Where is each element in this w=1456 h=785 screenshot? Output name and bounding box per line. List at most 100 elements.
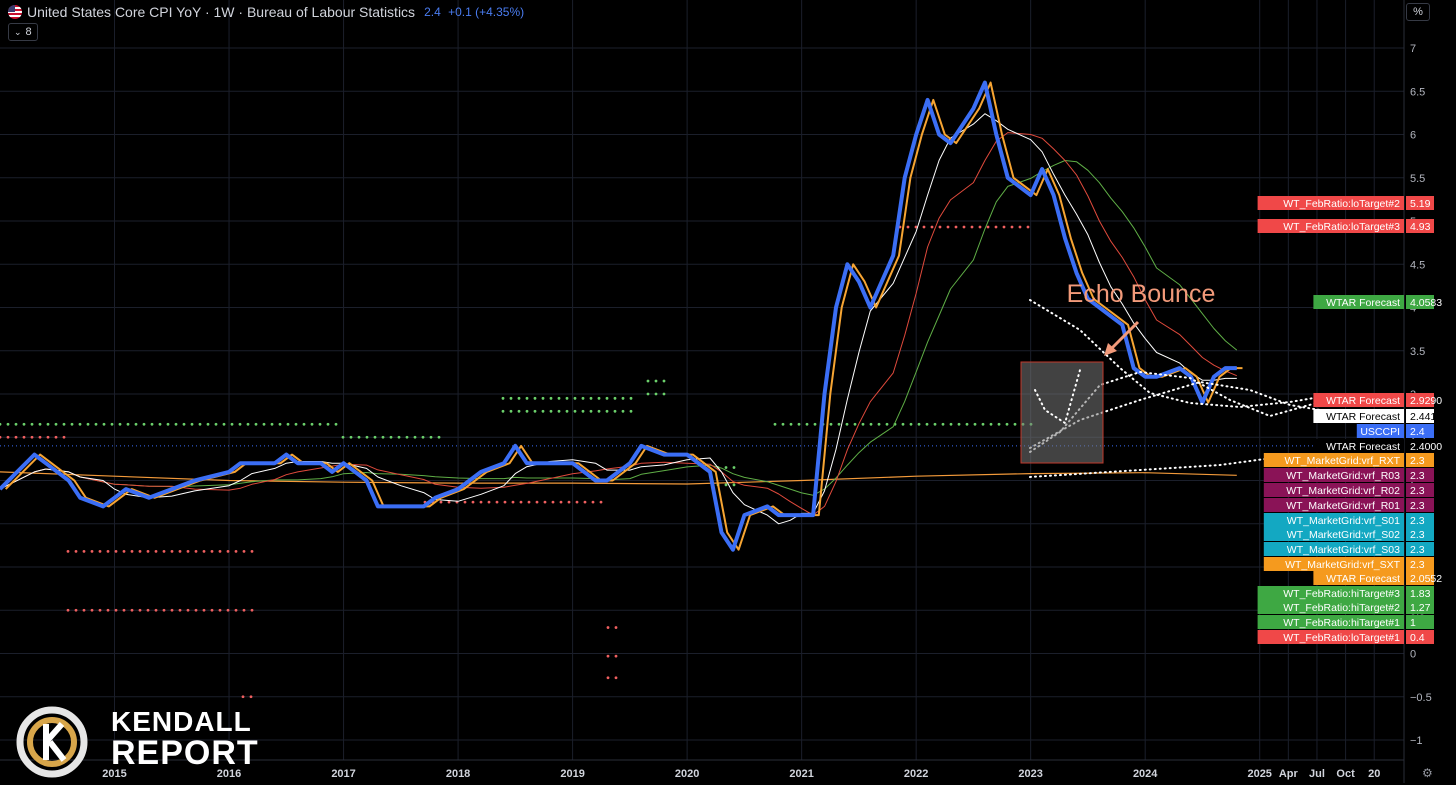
- price-label-value-bg: [1406, 439, 1434, 453]
- level-dot: [210, 550, 214, 553]
- forecast-path: [1029, 380, 1321, 449]
- price-label-value-bg: [1406, 453, 1434, 467]
- level-dot: [829, 422, 833, 426]
- price-label-name: WT_FebRatio:loTarget#3: [1283, 221, 1400, 233]
- level-dot: [501, 409, 505, 413]
- price-label-name-bg: [1263, 468, 1404, 482]
- price-label-value-bg: [1406, 615, 1434, 629]
- price-label-value-bg: [1406, 219, 1434, 233]
- level-dot: [487, 500, 491, 504]
- level-dot: [318, 422, 322, 426]
- price-label-name-bg: [1263, 498, 1404, 512]
- level-dot: [917, 422, 921, 426]
- level-dot: [509, 396, 513, 400]
- price-label-name-bg: [1257, 615, 1404, 629]
- price-label-value-bg: [1406, 527, 1434, 541]
- price-label-name-bg: [1313, 409, 1404, 423]
- gear-icon[interactable]: ⚙: [1422, 766, 1433, 780]
- level-dot: [0, 435, 2, 439]
- y-tick-label: 6: [1410, 130, 1416, 142]
- level-dot: [613, 409, 617, 413]
- price-label-value: 1.27: [1410, 602, 1431, 614]
- price-label-value-bg: [1406, 513, 1434, 527]
- level-dot: [654, 379, 658, 383]
- level-dot: [511, 500, 515, 504]
- level-dot: [869, 422, 873, 426]
- level-dot: [94, 422, 98, 426]
- red-dot-level: [898, 225, 1030, 229]
- price-label: WT_MarketGrid:vrf_RXT 2.3: [1263, 453, 1434, 467]
- price-label-name-bg: [1257, 586, 1404, 600]
- ma-fast-line: [0, 113, 1237, 525]
- level-dot: [551, 500, 555, 504]
- level-dot: [557, 409, 561, 413]
- price-label-value-bg: [1406, 196, 1434, 210]
- level-dot: [479, 500, 483, 504]
- price-label: WT_FebRatio:hiTarget#2 1.27: [1257, 600, 1434, 614]
- level-dot: [724, 483, 728, 487]
- level-dot: [38, 422, 42, 426]
- level-dot: [82, 550, 86, 553]
- level-dot: [202, 608, 206, 612]
- level-dot: [557, 396, 561, 400]
- level-dot: [994, 225, 998, 229]
- price-label: WT_MarketGrid:vrf_R03 2.3: [1263, 468, 1434, 482]
- level-dot: [629, 409, 633, 413]
- price-label-value-bg: [1406, 542, 1434, 556]
- level-dot: [541, 409, 545, 413]
- price-label-name: WTAR Forecast: [1326, 297, 1400, 309]
- level-dot: [503, 500, 507, 504]
- price-label-name: WT_MarketGrid:vrf_S02: [1287, 529, 1400, 541]
- level-dot: [797, 422, 801, 426]
- y-tick-label: 6.5: [1410, 86, 1425, 98]
- level-dot: [186, 550, 190, 553]
- level-dot: [925, 422, 929, 426]
- level-dot: [581, 396, 585, 400]
- level-dot: [126, 422, 130, 426]
- price-label: WT_MarketGrid:vrf_S02 2.3: [1263, 527, 1434, 541]
- price-label: WT_MarketGrid:vrf_R02 2.3: [1263, 483, 1434, 497]
- level-dot: [66, 608, 70, 612]
- level-dot: [805, 422, 809, 426]
- level-dot: [535, 500, 539, 504]
- level-dot: [30, 422, 34, 426]
- level-dot: [439, 500, 443, 504]
- ma-long-line: [0, 471, 1237, 485]
- level-dot: [46, 422, 50, 426]
- level-dot: [413, 435, 417, 439]
- level-dot: [82, 608, 86, 612]
- level-dot: [962, 225, 966, 229]
- level-dot: [130, 550, 134, 553]
- level-dot: [190, 422, 194, 426]
- price-label: WTAR Forecast 2.4000: [1313, 439, 1442, 453]
- price-label-name-bg: [1257, 219, 1404, 233]
- indicators-toggle-button[interactable]: ⌄ 8: [8, 23, 38, 41]
- price-label: USCCPI 2.4: [1356, 424, 1434, 438]
- x-tick-label: 2020: [675, 768, 699, 780]
- price-label-value: 2.3: [1410, 485, 1425, 497]
- level-dot: [66, 550, 70, 553]
- price-label-name: WTAR Forecast: [1326, 395, 1400, 407]
- level-dot: [973, 422, 977, 426]
- green-dot-level: [0, 422, 338, 426]
- price-label: WT_FebRatio:loTarget#3 4.93: [1257, 219, 1434, 233]
- level-dot: [310, 422, 314, 426]
- level-dot: [186, 608, 190, 612]
- price-label: WT_MarketGrid:vrf_SXT 2.3: [1263, 557, 1434, 571]
- level-dot: [573, 409, 577, 413]
- forecast-path: [1029, 456, 1281, 478]
- level-dot: [286, 422, 290, 426]
- price-label: WT_FebRatio:loTarget#2 5.19: [1257, 196, 1434, 210]
- price-label-value-bg: [1406, 468, 1434, 482]
- green-dot-level: [646, 379, 666, 383]
- level-dot: [142, 422, 146, 426]
- x-tick-label: Oct: [1336, 768, 1355, 780]
- level-dot: [218, 550, 222, 553]
- level-dot: [302, 422, 306, 426]
- level-dot: [559, 500, 563, 504]
- percent-scale-button[interactable]: %: [1406, 3, 1430, 21]
- price-label-value: 2.3: [1410, 455, 1425, 467]
- level-dot: [405, 435, 409, 439]
- level-dot: [732, 483, 736, 487]
- level-dot: [90, 608, 94, 612]
